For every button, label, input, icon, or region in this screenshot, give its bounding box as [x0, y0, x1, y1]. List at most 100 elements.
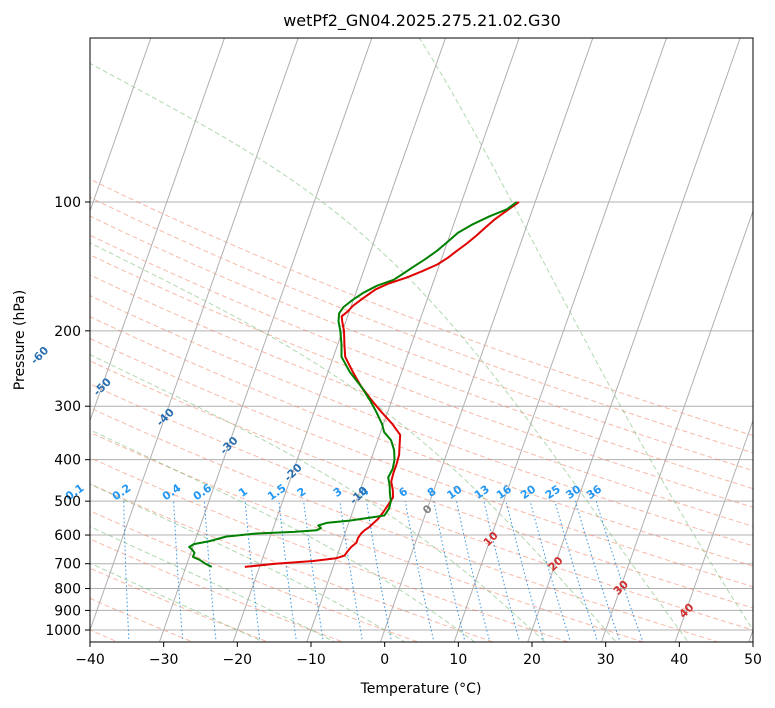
mixing-ratio-label: 3	[331, 485, 345, 500]
mixing-ratio-line	[204, 501, 217, 642]
isotherm-line	[674, 418, 753, 642]
mixing-ratio-line	[366, 501, 393, 642]
isotherm-line	[0, 33, 5, 647]
dry-adiabat-line	[90, 234, 753, 490]
mixing-ratio-label: 8	[425, 485, 439, 500]
plot-frame	[89, 37, 754, 643]
x-tick-label: 0	[380, 652, 389, 668]
isotherm-label: -30	[217, 434, 240, 457]
x-tick-label: −10	[296, 652, 326, 668]
mixing-ratio-line	[483, 501, 521, 642]
dry-adiabat-line	[90, 274, 753, 527]
mixing-ratio-line	[303, 501, 324, 642]
temperature-profile-line	[244, 201, 520, 568]
mixing-ratio-label: 13	[472, 483, 492, 502]
isotherm-line	[232, 38, 447, 642]
moist-adiabat-line	[90, 526, 336, 642]
isotherm-line	[453, 38, 668, 642]
isotherm-line	[306, 38, 520, 642]
mixing-ratio-label: 2	[295, 485, 309, 500]
dry-adiabat-line	[90, 538, 345, 642]
x-tick-label: −40	[75, 652, 105, 668]
mixing-ratio-label: 6	[396, 485, 410, 500]
y-tick-label: 300	[54, 399, 81, 415]
dry-adiabat-line	[90, 215, 753, 472]
mixing-ratio-label: 0.2	[110, 481, 133, 503]
dry-adiabat-line	[90, 337, 753, 588]
isotherm-label: 40	[677, 600, 697, 620]
mixing-ratio-label: 16	[494, 482, 514, 502]
mixing-ratio-line	[404, 501, 435, 642]
mixing-ratio-line	[244, 501, 261, 642]
mixing-ratio-line	[529, 501, 572, 642]
dewpoint-profile-line	[188, 201, 518, 568]
isotherm-label: -50	[91, 375, 114, 398]
mixing-ratio-label: 0.4	[160, 481, 184, 503]
isotherm-line	[748, 628, 753, 642]
isotherm-label: -10	[347, 484, 370, 507]
profile-lines	[188, 201, 520, 568]
isotherm-label: 30	[611, 577, 631, 597]
x-tick-label: 30	[597, 652, 615, 668]
x-axis-label: Temperature (°C)	[360, 681, 482, 697]
isotherm-line	[527, 38, 741, 642]
dry-adiabat-line	[90, 483, 495, 642]
isotherm-label: 20	[546, 554, 566, 574]
mixing-ratio-line	[433, 501, 466, 642]
axes: −40 −30 −20 −10 0 10 20 30 40 5010009008007006005…	[45, 195, 762, 668]
x-tick-label: −20	[223, 652, 253, 668]
dry-adiabat-line	[90, 407, 720, 642]
isotherm-label: 10	[481, 529, 501, 549]
dry-adiabat-line	[90, 178, 753, 437]
isotherm-line	[90, 38, 226, 423]
mixing-ratio-label: 0.6	[191, 481, 215, 503]
x-tick-label: −30	[149, 652, 179, 668]
isotherm-line	[600, 209, 753, 642]
dry-adiabat-line	[90, 510, 420, 642]
y-axis-label: Pressure (hPa)	[12, 290, 28, 390]
y-tick-label: 900	[54, 603, 81, 619]
dry-adiabat-line	[90, 457, 570, 642]
chart-title: wetPf2_GN04.2025.275.21.02.G30	[283, 11, 561, 31]
dry-adiabat-line	[90, 295, 753, 547]
mixing-ratio-label: 36	[584, 482, 604, 502]
mixing-ratio-label: 1.5	[265, 481, 288, 503]
y-tick-label: 200	[54, 324, 81, 340]
y-tick-label: 800	[54, 582, 81, 598]
background-lines	[0, 33, 753, 647]
mixing-ratio-line	[595, 501, 644, 642]
dry-adiabat-line	[90, 360, 753, 609]
dry-adiabat-line	[90, 597, 195, 642]
mixing-ratio-label: 20	[518, 482, 538, 502]
x-tick-label: 40	[670, 652, 688, 668]
y-tick-label: 500	[54, 494, 81, 510]
mixing-ratio-line	[456, 501, 491, 642]
mixing-ratio-line	[278, 501, 298, 642]
mixing-ratio-line	[123, 501, 130, 642]
isotherm-line	[90, 38, 152, 213]
mixing-ratio-label: 1	[236, 485, 250, 500]
isotherm-line	[90, 38, 299, 632]
moist-adiabat-line	[418, 38, 753, 631]
isotherm-label: 0	[420, 502, 435, 517]
isotherm-line	[379, 38, 594, 642]
isotherm-label: -40	[154, 406, 177, 429]
x-tick-label: 20	[523, 652, 541, 668]
x-tick-label: 50	[744, 652, 762, 668]
y-tick-label: 1000	[45, 623, 81, 639]
isotherm-label: -20	[282, 461, 305, 484]
mixing-ratio-line	[339, 501, 364, 642]
mixing-ratio-line	[505, 501, 545, 642]
isotherm-label: -60	[28, 344, 51, 367]
y-tick-label: 100	[54, 195, 81, 211]
mixing-ratio-line	[574, 501, 621, 642]
y-tick-label: 700	[54, 557, 81, 573]
mixing-ratio-line	[173, 501, 184, 642]
y-tick-label: 400	[54, 453, 81, 469]
moist-adiabat-line	[90, 354, 546, 642]
moist-adiabat-line	[90, 242, 617, 642]
moist-adiabat-line	[90, 62, 689, 642]
x-tick-label: 10	[449, 652, 467, 668]
y-tick-label: 600	[54, 528, 81, 544]
